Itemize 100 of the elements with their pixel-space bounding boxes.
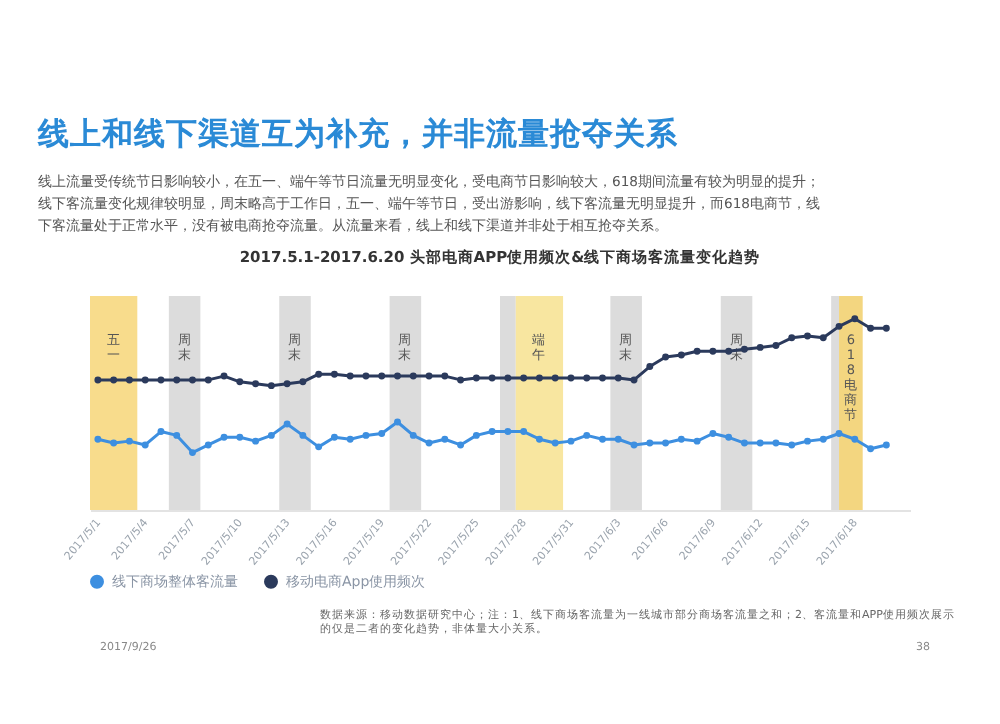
point <box>504 374 512 382</box>
point <box>677 351 685 359</box>
point <box>299 431 307 439</box>
point <box>599 374 606 382</box>
point <box>315 443 323 451</box>
point <box>567 437 575 445</box>
point <box>882 441 890 449</box>
point <box>204 376 212 384</box>
point <box>110 439 118 447</box>
point <box>709 347 717 355</box>
point <box>362 372 370 380</box>
point <box>756 343 764 351</box>
point <box>551 374 559 382</box>
point <box>425 372 433 380</box>
point <box>472 431 480 439</box>
point <box>189 376 196 384</box>
point <box>535 374 543 382</box>
point <box>614 374 622 382</box>
point <box>677 435 685 443</box>
point <box>141 376 149 384</box>
point <box>362 431 370 439</box>
point <box>283 420 291 428</box>
point <box>630 441 638 449</box>
point <box>599 435 606 443</box>
point <box>819 435 827 443</box>
point <box>772 439 780 447</box>
point <box>173 431 181 439</box>
point <box>520 374 528 382</box>
point <box>220 433 228 441</box>
point <box>835 322 843 330</box>
point <box>882 324 890 332</box>
point <box>788 441 796 449</box>
point <box>378 430 386 437</box>
point <box>772 342 780 349</box>
point <box>472 374 480 382</box>
point <box>409 372 417 380</box>
point <box>189 449 196 457</box>
point <box>709 430 717 437</box>
point <box>583 431 591 439</box>
point <box>378 372 386 380</box>
point <box>867 324 875 332</box>
point <box>236 378 244 386</box>
point <box>330 370 338 378</box>
point <box>125 376 133 384</box>
point <box>504 428 512 436</box>
point <box>394 418 401 426</box>
point <box>804 437 811 445</box>
point <box>851 315 859 323</box>
point <box>835 430 843 437</box>
point <box>693 437 701 445</box>
point <box>346 435 354 443</box>
point <box>457 376 465 384</box>
point <box>315 370 323 378</box>
point <box>457 441 465 449</box>
point <box>252 380 260 388</box>
point <box>157 376 165 384</box>
point <box>283 380 291 388</box>
point <box>425 439 433 447</box>
point <box>614 435 622 443</box>
point <box>693 347 701 355</box>
point <box>346 372 354 380</box>
point <box>204 441 212 449</box>
point <box>819 334 827 342</box>
point <box>567 374 575 382</box>
point <box>110 376 118 384</box>
point <box>488 428 496 436</box>
point <box>804 332 811 340</box>
point <box>756 439 764 447</box>
point <box>173 376 181 384</box>
point <box>630 376 638 384</box>
point <box>94 435 102 443</box>
point <box>646 363 654 370</box>
point <box>551 439 559 447</box>
point <box>236 433 244 441</box>
point <box>740 439 748 447</box>
point <box>252 437 260 445</box>
point <box>662 353 670 361</box>
point <box>535 435 543 443</box>
point <box>441 435 449 443</box>
point <box>851 435 859 443</box>
point <box>220 372 228 380</box>
point <box>646 439 654 447</box>
point <box>520 428 528 436</box>
point <box>725 433 733 441</box>
point <box>788 334 796 342</box>
point <box>267 382 275 390</box>
point <box>409 431 417 439</box>
point <box>488 374 496 382</box>
point <box>441 372 449 380</box>
point <box>267 431 275 439</box>
point <box>299 378 307 386</box>
point <box>141 441 149 449</box>
text: 线上和线下渠道互为补充，并非流量抢夺关系 <box>36 116 680 152</box>
point <box>330 433 338 441</box>
point <box>662 439 670 447</box>
point <box>583 374 591 382</box>
point <box>394 372 401 380</box>
point <box>157 428 165 436</box>
point <box>125 437 133 445</box>
point <box>94 376 102 384</box>
